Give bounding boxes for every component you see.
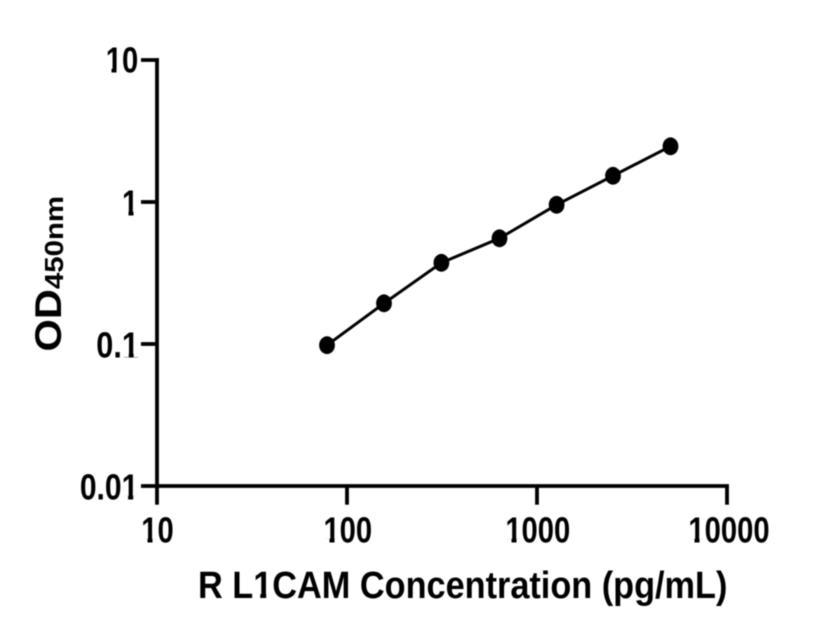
svg-text:1: 1 <box>122 183 138 224</box>
svg-text:10: 10 <box>141 510 173 551</box>
svg-text:0.1: 0.1 <box>96 325 139 366</box>
svg-text:1000: 1000 <box>505 510 570 551</box>
svg-text:R L1CAM Concentration (pg/mL): R L1CAM Concentration (pg/mL) <box>198 563 727 606</box>
svg-text:0.01: 0.01 <box>80 468 139 508</box>
svg-text:10: 10 <box>106 40 138 81</box>
svg-text:100: 100 <box>323 510 372 551</box>
svg-text:10000: 10000 <box>688 510 769 551</box>
